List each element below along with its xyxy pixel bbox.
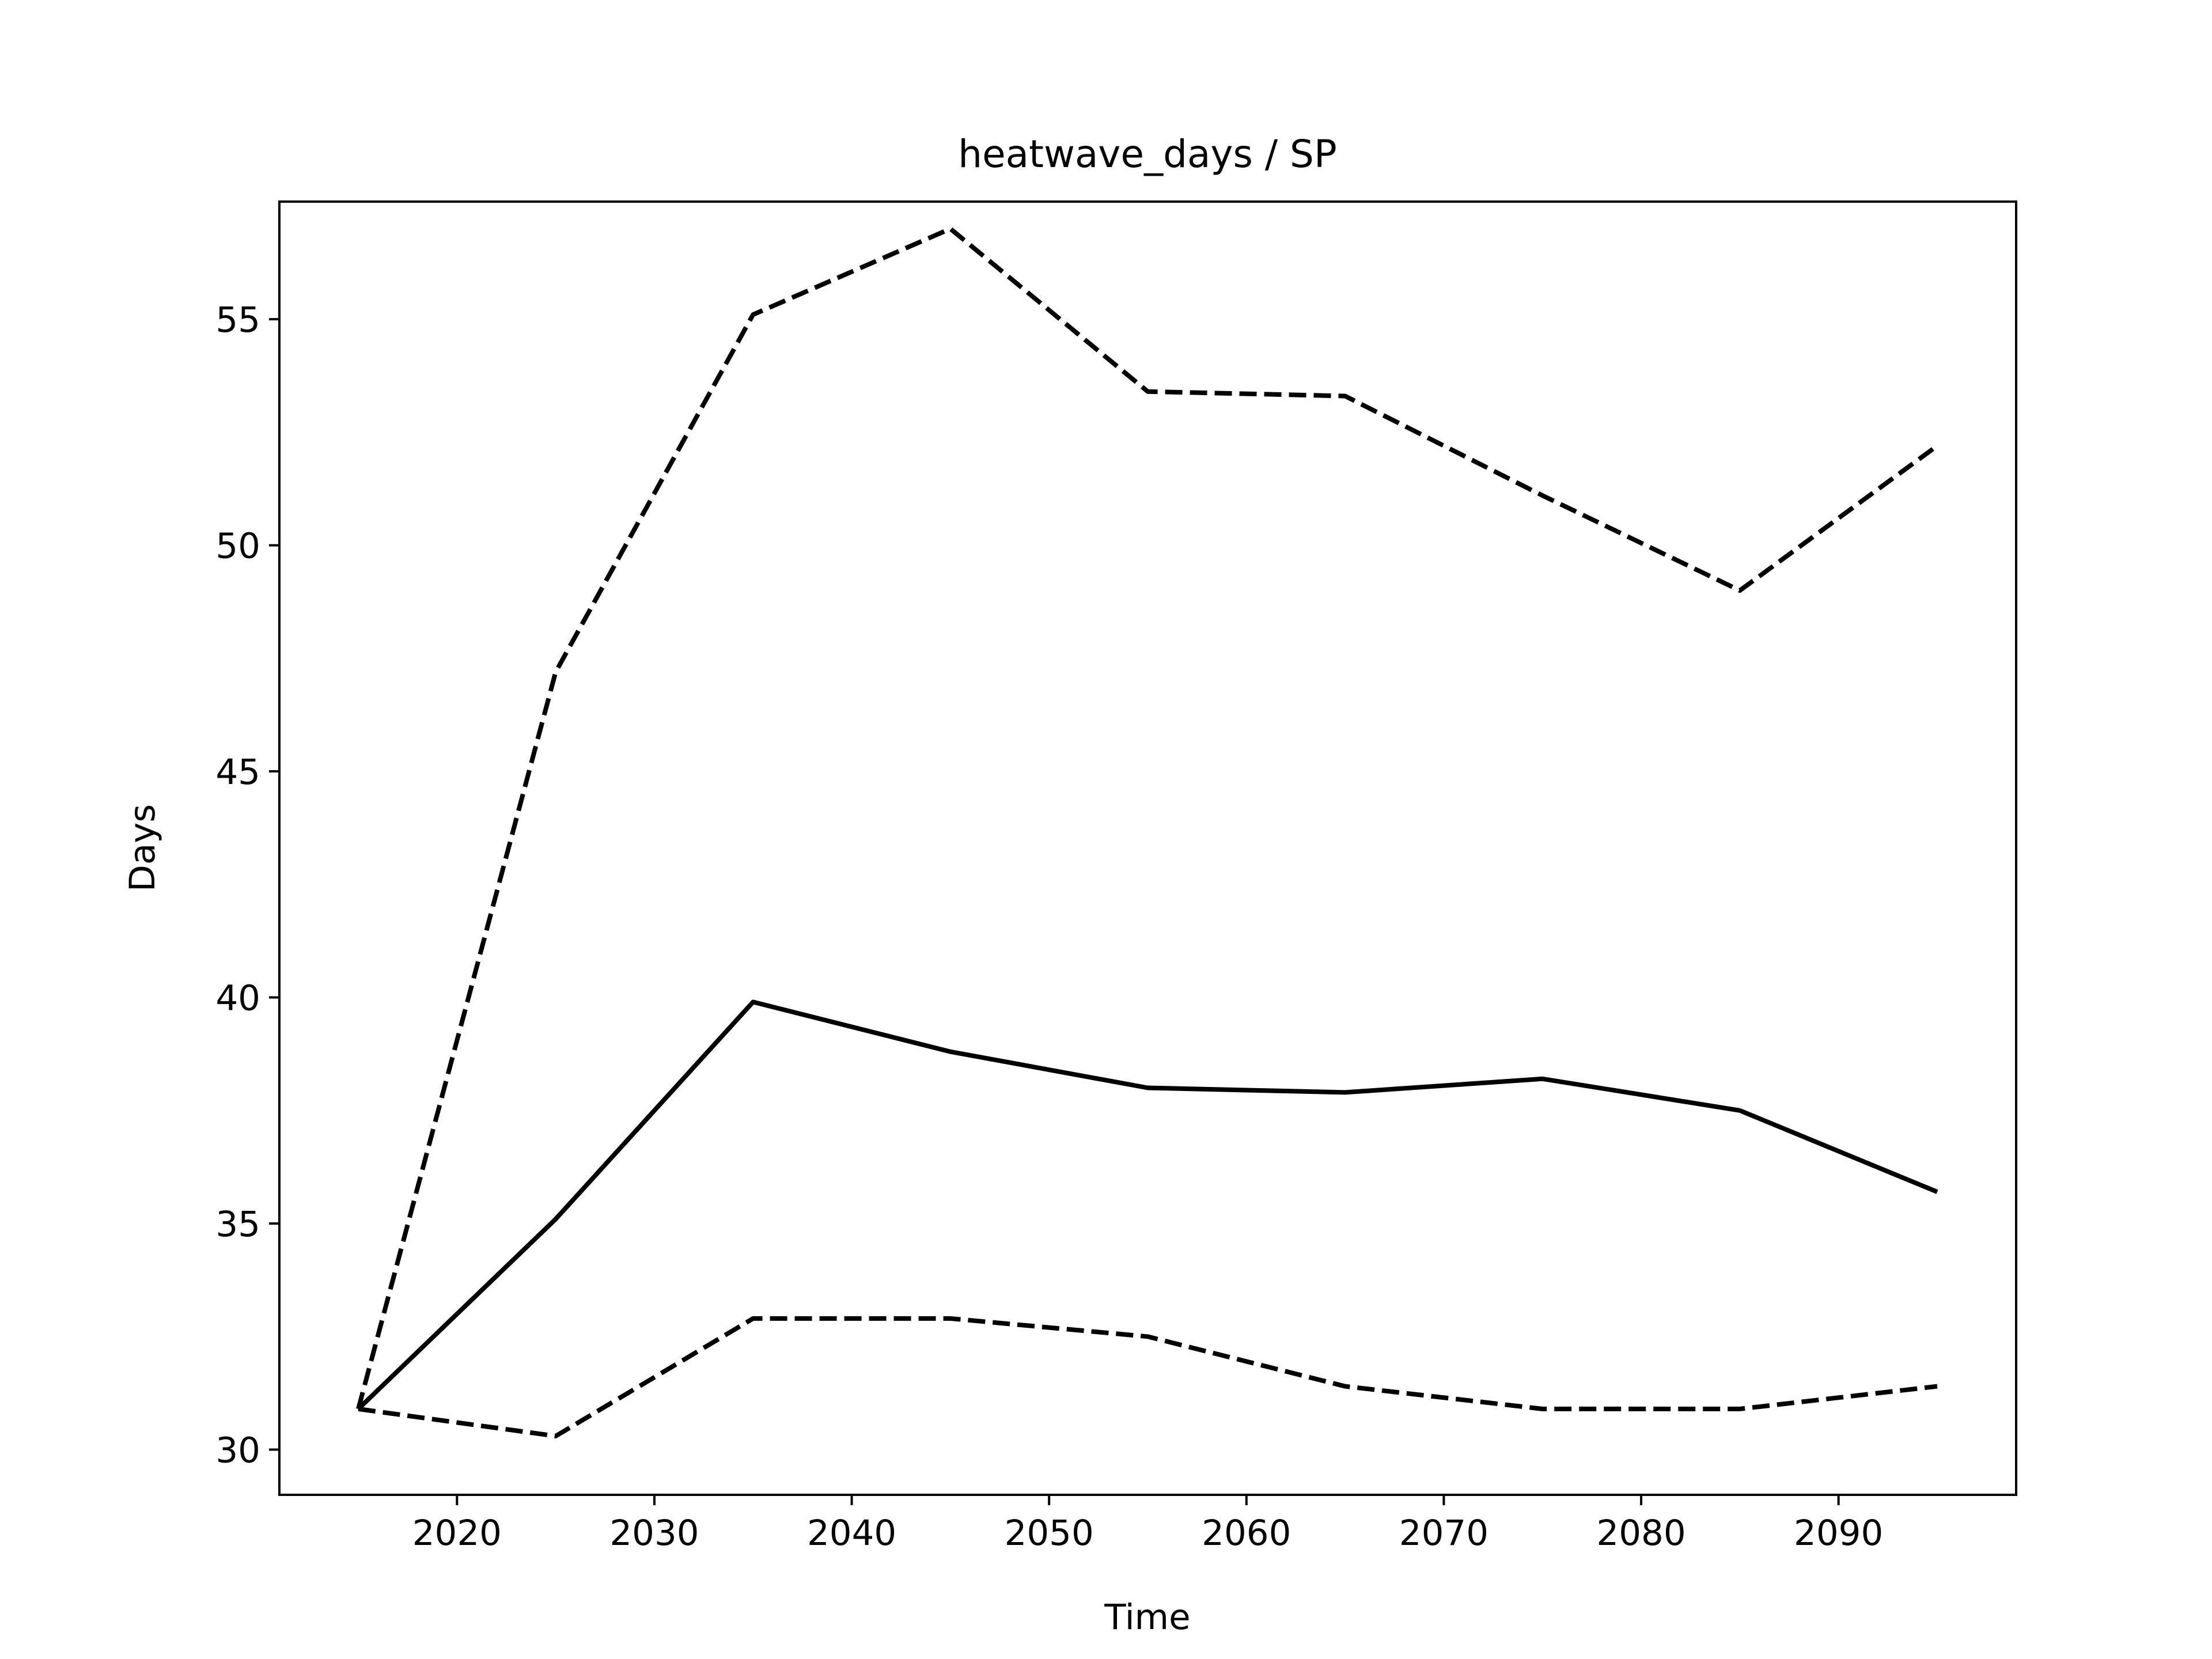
x-tick-label: 2090 <box>1794 1513 1883 1554</box>
y-tick-label: 45 <box>215 752 260 793</box>
y-tick-label: 35 <box>215 1204 260 1245</box>
x-axis-ticks: 2020 2030 2040 2050 2060 2070 2080 2090 <box>412 1495 1883 1554</box>
plot-area-frame <box>278 200 2017 1496</box>
y-tick-label: 55 <box>215 300 260 340</box>
series-line-2 <box>356 226 1939 1410</box>
series-line-1 <box>357 999 1938 1411</box>
x-tick-label: 2050 <box>1005 1513 1094 1554</box>
x-axis-label: Time <box>1104 1597 1190 1638</box>
x-tick-label: 2040 <box>807 1513 896 1554</box>
x-tick-label: 2070 <box>1399 1513 1488 1554</box>
y-axis-ticks: 30 35 40 45 50 55 <box>215 300 279 1471</box>
x-tick-label: 2020 <box>412 1513 502 1554</box>
y-tick-label: 30 <box>215 1430 260 1471</box>
x-tick-label: 2080 <box>1596 1513 1685 1554</box>
series-layer <box>356 226 1939 1438</box>
y-axis-label: Days <box>122 804 163 892</box>
chart-title: heatwave_days / SP <box>958 132 1337 176</box>
y-tick-label: 50 <box>215 526 260 567</box>
x-tick-label: 2030 <box>609 1513 699 1554</box>
y-tick-label: 40 <box>215 978 260 1019</box>
series-line-3 <box>358 1316 1938 1438</box>
x-tick-label: 2060 <box>1202 1513 1291 1554</box>
